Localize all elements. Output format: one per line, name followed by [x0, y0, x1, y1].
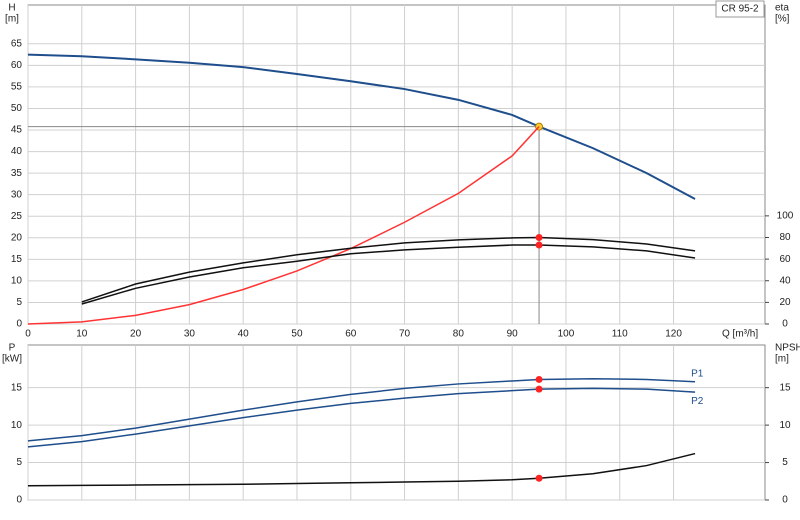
y-tick-label: 60 — [11, 60, 23, 71]
x-tick-label: 80 — [453, 329, 465, 340]
y-axis-label: P — [9, 343, 16, 354]
series-line — [81, 244, 696, 305]
y2-tick-label: 60 — [779, 254, 791, 265]
y-tick-label: 0 — [16, 495, 22, 506]
y2-tick-label: 100 — [777, 211, 794, 222]
y2-axis-label: [m] — [775, 354, 789, 365]
x-tick-label: 90 — [507, 329, 519, 340]
y2-axis-label: eta — [775, 3, 789, 14]
plot-area — [27, 344, 766, 501]
x-axis-label: Q [m³/h] — [722, 329, 758, 340]
duty-point — [535, 385, 543, 393]
x-tick-label: 30 — [184, 329, 196, 340]
series-line — [81, 236, 696, 303]
y-tick-label: 35 — [11, 168, 23, 179]
y-tick-label: 55 — [11, 82, 23, 93]
x-tick-label: 20 — [130, 329, 142, 340]
duty-point — [535, 375, 543, 383]
series-line — [27, 53, 696, 200]
chart-title: CR 95-2 — [721, 4, 759, 15]
x-tick-label: 10 — [76, 329, 88, 340]
x-tick-label: 100 — [558, 329, 575, 340]
x-tick-label: 60 — [345, 329, 357, 340]
title-box — [715, 0, 765, 18]
y-tick-label: 25 — [11, 211, 23, 222]
series-label: P2 — [691, 396, 704, 407]
y-tick-label: 45 — [11, 125, 23, 136]
y-axis-label: H — [8, 3, 15, 14]
series-line — [27, 377, 696, 442]
y-tick-label: 15 — [11, 382, 23, 393]
series-line — [27, 387, 696, 448]
x-tick-label: 120 — [665, 329, 682, 340]
series-line — [27, 126, 540, 325]
y-tick-label: 5 — [16, 457, 22, 468]
y2-tick-label: 40 — [779, 275, 791, 286]
y-tick-label: 50 — [11, 103, 23, 114]
x-tick-label: 40 — [238, 329, 250, 340]
y2-axis-label: [%] — [775, 14, 790, 25]
series-line — [27, 452, 696, 487]
duty-point — [535, 233, 543, 241]
y2-tick-label: 80 — [779, 232, 791, 243]
y-tick-label: 15 — [11, 254, 23, 265]
x-tick-label: 50 — [291, 329, 303, 340]
y2-tick-label: 5 — [782, 457, 788, 468]
y2-tick-label: 20 — [779, 297, 791, 308]
x-tick-label: 70 — [399, 329, 411, 340]
y-tick-label: 10 — [11, 420, 23, 431]
y2-tick-label: 10 — [779, 420, 791, 431]
y-tick-label: 5 — [16, 297, 22, 308]
y2-tick-label: 0 — [782, 319, 788, 330]
y-tick-label: 20 — [11, 232, 23, 243]
y-tick-label: 10 — [11, 276, 23, 287]
y-tick-label: 0 — [16, 319, 22, 330]
x-tick-label: 0 — [25, 329, 31, 340]
y-tick-label: 65 — [11, 38, 23, 49]
series-label: P1 — [691, 368, 704, 379]
y2-tick-label: 15 — [779, 382, 791, 393]
duty-point — [535, 474, 543, 482]
duty-point — [535, 241, 543, 249]
y-tick-label: 30 — [11, 189, 23, 200]
plot-area — [27, 4, 766, 325]
y-axis-label: [kW] — [2, 354, 22, 365]
y2-tick-label: 0 — [782, 495, 788, 506]
y-axis-label: [m] — [5, 14, 19, 25]
y-tick-label: 40 — [11, 146, 23, 157]
x-tick-label: 110 — [612, 329, 628, 340]
y2-axis-label: NPSH — [775, 343, 800, 354]
